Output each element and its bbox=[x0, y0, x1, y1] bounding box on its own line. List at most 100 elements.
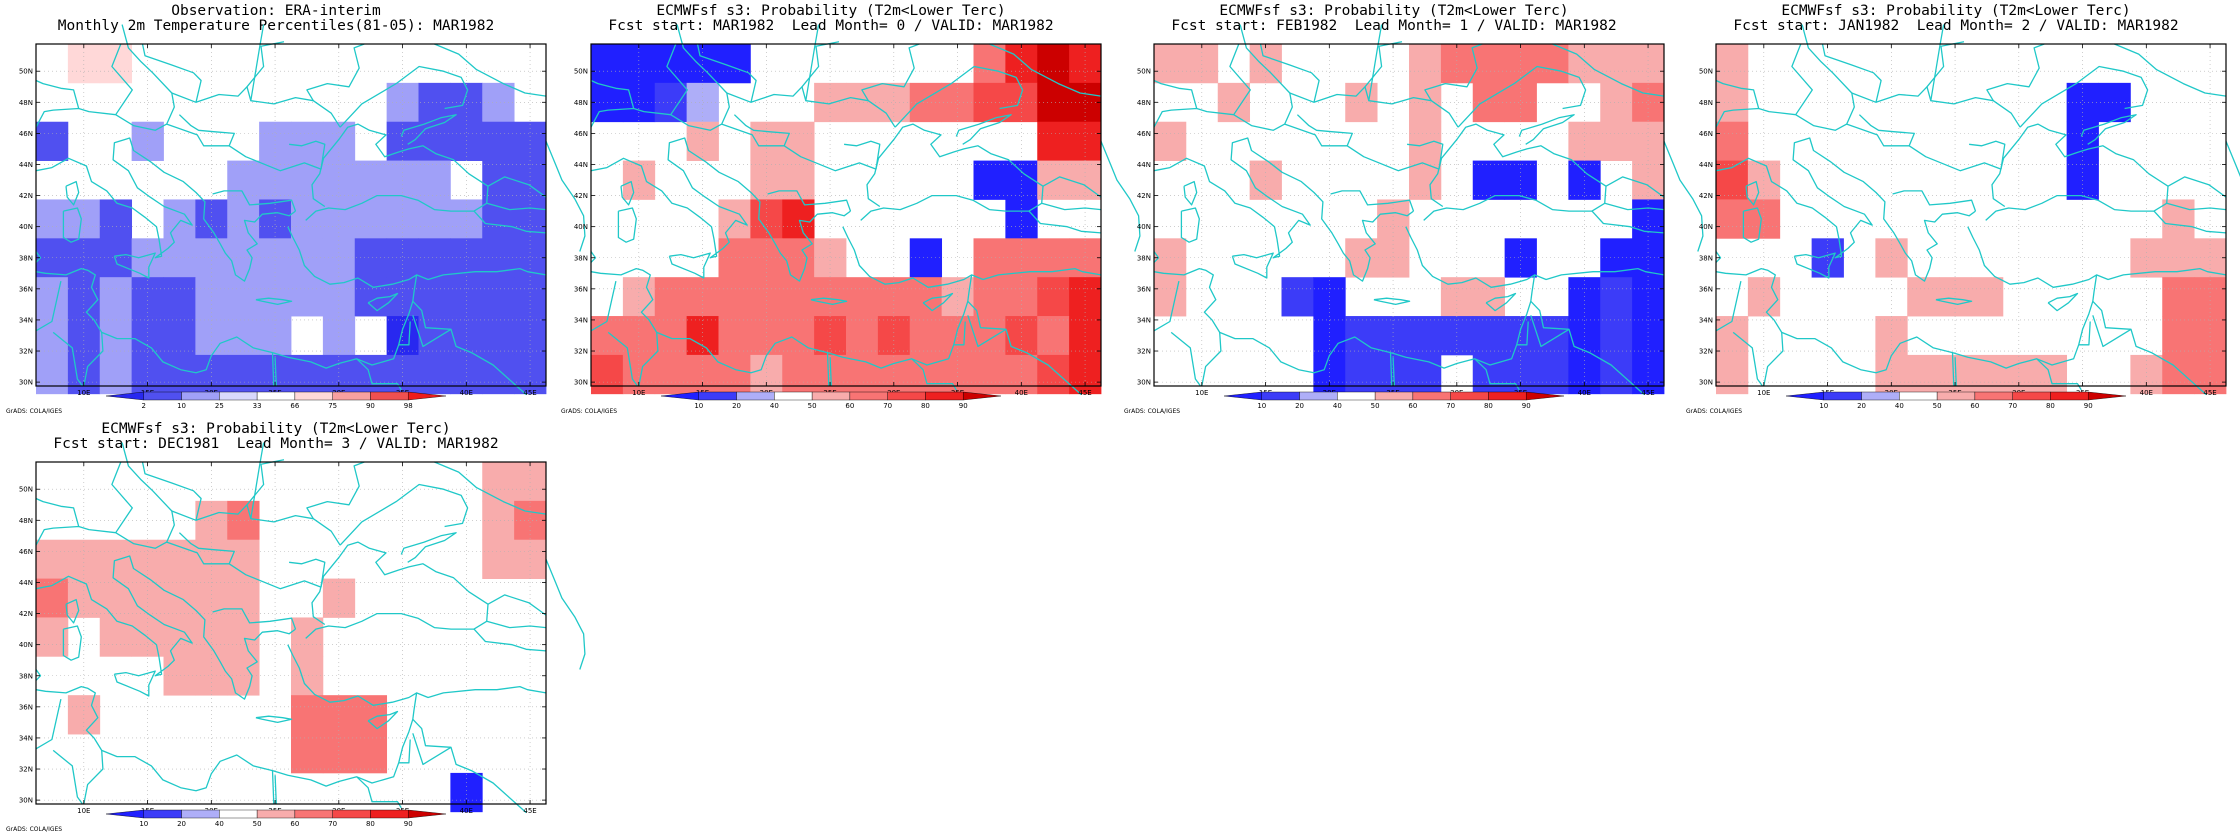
colorbar-swatch bbox=[1261, 391, 1300, 401]
colorbar-label: 10 bbox=[694, 402, 703, 410]
coastline bbox=[1457, 65, 1587, 128]
coastline bbox=[607, 331, 639, 387]
coastline bbox=[620, 180, 635, 206]
coastline bbox=[1930, 24, 1945, 101]
coastline bbox=[590, 280, 617, 332]
coastline bbox=[1153, 251, 1160, 263]
colorbar-label: 90 bbox=[366, 402, 375, 410]
grid-cell bbox=[2162, 199, 2195, 239]
grid-cell bbox=[354, 160, 388, 200]
lat-tick-label: 42N bbox=[19, 192, 33, 200]
grid-cell bbox=[227, 617, 260, 657]
coastline bbox=[255, 715, 293, 724]
coastline bbox=[590, 137, 851, 282]
map-panel-4: ECMWFsf s3: Probability (T2m<Lower Terc)… bbox=[1686, 3, 2240, 422]
lat-tick-label: 32N bbox=[574, 348, 588, 356]
grid-cell bbox=[2162, 277, 2195, 317]
coastline bbox=[289, 558, 326, 588]
grid-cell bbox=[1875, 354, 1908, 395]
lat-tick-label: 34N bbox=[19, 316, 33, 324]
grid-cell bbox=[1217, 82, 1251, 123]
coastlines bbox=[35, 24, 586, 396]
coastline bbox=[52, 749, 84, 805]
grid-cell bbox=[291, 695, 324, 735]
coastline bbox=[35, 669, 42, 681]
grid-cell bbox=[1716, 354, 1749, 395]
grid-cell bbox=[99, 539, 133, 579]
grid-cell bbox=[2194, 316, 2227, 356]
coastline bbox=[35, 555, 296, 700]
shaded-cells bbox=[36, 44, 547, 395]
lat-tick-label: 46N bbox=[1137, 130, 1151, 138]
coastline bbox=[1170, 331, 1202, 387]
coastline bbox=[1392, 357, 1395, 387]
lon-tick-label: 40E bbox=[1578, 389, 1591, 397]
lat-tick-label: 30N bbox=[1699, 379, 1713, 387]
grid-cell bbox=[195, 539, 228, 579]
coastline bbox=[668, 252, 711, 279]
coastline bbox=[306, 461, 365, 520]
coastline bbox=[1028, 210, 1102, 234]
grid-cell bbox=[1037, 316, 1070, 356]
colorbar-legend: 10 20 40 50 60 70 80 90 bbox=[105, 809, 447, 828]
coastline bbox=[1530, 315, 1570, 348]
grid-cell bbox=[654, 44, 688, 84]
coastline bbox=[590, 79, 635, 109]
grid-cell bbox=[782, 199, 815, 239]
grid-cell bbox=[482, 539, 515, 579]
coastline bbox=[339, 65, 469, 128]
coastline bbox=[2092, 315, 2132, 348]
lat-tick-label: 46N bbox=[574, 130, 588, 138]
panel-subtitle: Monthly 2m Temperature Percentiles(81-05… bbox=[57, 18, 495, 34]
grid-cell bbox=[1472, 316, 1506, 356]
coastline bbox=[111, 461, 133, 534]
grid-cell bbox=[1154, 44, 1187, 84]
grid-cell bbox=[1568, 121, 1601, 161]
coastline bbox=[473, 628, 547, 652]
grid-cell bbox=[973, 44, 1006, 84]
colorbar-legend: 10 20 40 50 60 70 80 90 bbox=[1223, 391, 1565, 410]
lat-tick-label: 36N bbox=[19, 703, 33, 711]
lat-tick-label: 50N bbox=[19, 486, 33, 494]
colorbar-swatch bbox=[1974, 391, 2013, 401]
lat-tick-label: 38N bbox=[19, 672, 33, 680]
axis-labels: 10E15E20E25E30E35E40E45E30N32N34N36N38N4… bbox=[19, 462, 546, 815]
grid-cell bbox=[67, 354, 101, 395]
shaded-cells bbox=[1716, 44, 2227, 395]
coastline bbox=[1516, 321, 1529, 346]
colorbar-label: 20 bbox=[1295, 402, 1304, 410]
grid-cell bbox=[686, 44, 719, 84]
grid-cell bbox=[291, 734, 324, 774]
colorbar-swatch bbox=[105, 391, 144, 401]
grid-cell bbox=[1716, 121, 1749, 161]
colorbar-swatch bbox=[143, 809, 182, 819]
coastline bbox=[486, 620, 547, 629]
colorbar-label: 60 bbox=[1970, 402, 1979, 410]
coastline bbox=[35, 137, 296, 282]
grid-cell bbox=[973, 160, 1006, 200]
coastline bbox=[113, 252, 156, 279]
lat-tick-label: 50N bbox=[1699, 68, 1713, 76]
colorbar-label: 20 bbox=[1857, 402, 1866, 410]
colorbar-swatch bbox=[370, 809, 409, 819]
grid-cell bbox=[750, 316, 783, 356]
colorbar-label: 70 bbox=[328, 820, 337, 828]
lon-tick-label: 45E bbox=[523, 807, 536, 815]
lat-tick-label: 40N bbox=[1699, 223, 1713, 231]
coastline bbox=[166, 541, 322, 590]
lat-tick-label: 34N bbox=[19, 734, 33, 742]
coastline bbox=[1604, 202, 1665, 211]
colorbar-swatch bbox=[370, 391, 409, 401]
lat-tick-label: 32N bbox=[19, 348, 33, 356]
panel-title: ECMWFsf s3: Probability (T2m<Lower Terc) bbox=[1781, 3, 2131, 19]
grid-cell bbox=[322, 121, 356, 161]
colorbar-swatch bbox=[2050, 391, 2089, 401]
coastline bbox=[545, 140, 586, 252]
coastline bbox=[52, 331, 84, 387]
coastline bbox=[1153, 226, 1536, 374]
lat-tick-label: 34N bbox=[1137, 316, 1151, 324]
grid-cell bbox=[514, 316, 547, 356]
coastline bbox=[398, 739, 411, 764]
grid-cell bbox=[482, 199, 515, 239]
grid-cell bbox=[1632, 316, 1665, 356]
